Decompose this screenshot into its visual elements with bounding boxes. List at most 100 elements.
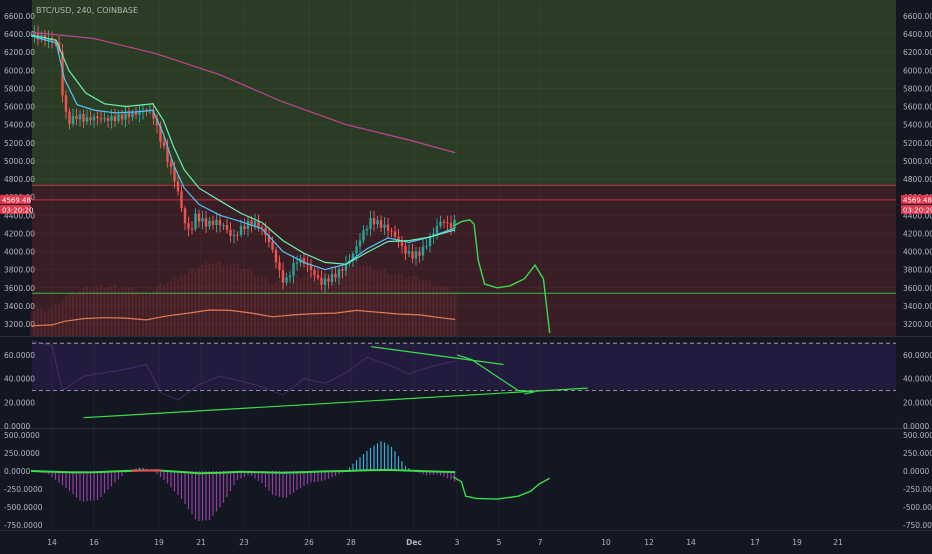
candle-body xyxy=(131,113,133,118)
candle-body xyxy=(205,218,207,226)
candle-body xyxy=(103,118,105,119)
y-tick-label-left: 4800.00 xyxy=(4,175,35,184)
candle-body xyxy=(243,226,245,229)
volume-bar xyxy=(177,279,179,336)
candle-body xyxy=(236,235,238,236)
volume-bar xyxy=(307,274,309,336)
candle-body xyxy=(240,226,242,235)
candle-body xyxy=(313,270,315,275)
y-tick-label-right: 5600.00 xyxy=(903,103,932,112)
volume-bar xyxy=(433,285,435,336)
macd-tick-label-right: 0.0000 xyxy=(903,467,929,476)
y-tick-label-left: 3600.00 xyxy=(4,284,35,293)
candle-body xyxy=(278,262,280,270)
x-tick-label: 16 xyxy=(89,538,99,547)
volume-bar xyxy=(156,286,158,336)
candle-body xyxy=(215,220,217,225)
volume-bar xyxy=(79,290,81,336)
candle-body xyxy=(191,229,193,230)
candle-body xyxy=(233,235,235,236)
y-tick-label-left: 4200.00 xyxy=(4,229,35,238)
volume-bar xyxy=(86,286,88,336)
candle-body xyxy=(68,112,70,124)
volume-bar xyxy=(377,270,379,336)
candle-body xyxy=(331,274,333,282)
volume-bar xyxy=(384,270,386,336)
volume-bar xyxy=(345,269,347,336)
candle-body xyxy=(107,118,109,121)
x-tick-label: Dec xyxy=(406,538,422,547)
y-tick-label-right: 4200.00 xyxy=(903,229,932,238)
y-tick-label-right: 6000.00 xyxy=(903,66,932,75)
volume-bar xyxy=(121,288,123,336)
x-tick-label: 7 xyxy=(538,538,543,547)
candle-body xyxy=(187,223,189,229)
y-tick-label-left: 5800.00 xyxy=(4,84,35,93)
candle-body xyxy=(194,214,196,229)
candle-body xyxy=(177,181,179,191)
y-tick-label-right: 3600.00 xyxy=(903,284,932,293)
rsi-tick-label-left: 40.0000 xyxy=(4,375,35,384)
x-tick-label: 28 xyxy=(346,538,356,547)
volume-bar xyxy=(408,277,410,336)
candle-body xyxy=(212,221,214,225)
candle-body xyxy=(320,278,322,285)
volume-bar xyxy=(153,289,155,336)
x-tick-label: 14 xyxy=(47,538,57,547)
volume-bar xyxy=(247,270,249,336)
volume-bar xyxy=(426,280,428,336)
candle-body xyxy=(453,220,455,229)
volume-bar xyxy=(405,277,407,336)
candle-body xyxy=(82,114,84,122)
volume-bar xyxy=(44,311,46,336)
macd-tick-label-left: 0.0000 xyxy=(4,467,30,476)
volume-bar xyxy=(258,276,260,336)
volume-bar xyxy=(415,275,417,336)
candle-body xyxy=(229,230,231,236)
volume-bar xyxy=(436,286,438,336)
candle-body xyxy=(79,114,81,119)
volume-bar xyxy=(303,276,305,336)
y-tick-label-left: 3400.00 xyxy=(4,302,35,311)
volume-bar xyxy=(163,285,165,336)
candle-body xyxy=(117,114,119,121)
volume-bar xyxy=(170,279,172,336)
price-badge-value-left: 4569.48 xyxy=(2,196,31,204)
volume-bar xyxy=(212,263,214,336)
volume-bar xyxy=(107,287,109,336)
volume-bar xyxy=(237,264,239,336)
volume-bar xyxy=(51,308,53,336)
y-tick-label-right: 5400.00 xyxy=(903,121,932,130)
volume-bar xyxy=(58,304,60,336)
volume-bar xyxy=(279,280,281,336)
volume-bar xyxy=(282,283,284,336)
volume-bar xyxy=(286,281,288,336)
rsi-tick-label-left: 20.0000 xyxy=(4,398,35,407)
volume-bar xyxy=(268,283,270,336)
volume-bar xyxy=(226,264,228,336)
candle-body xyxy=(446,222,448,223)
candle-body xyxy=(411,251,413,258)
candle-body xyxy=(72,116,74,124)
volume-bar xyxy=(359,266,361,336)
candle-body xyxy=(324,278,326,284)
volume-bar xyxy=(135,292,137,336)
candle-body xyxy=(359,241,361,247)
volume-bar xyxy=(128,287,130,336)
volume-bar xyxy=(65,296,67,336)
y-tick-label-right: 4000.00 xyxy=(903,248,932,257)
macd-tick-label-right: -250.0000 xyxy=(903,485,932,494)
volume-bar xyxy=(205,262,207,336)
volume-bar xyxy=(356,262,358,337)
volume-bar xyxy=(181,276,183,336)
y-tick-label-right: 3200.00 xyxy=(903,320,932,329)
candle-body xyxy=(226,225,228,230)
green-zone xyxy=(32,0,896,185)
volume-bar xyxy=(244,269,246,336)
y-tick-label-right: 4800.00 xyxy=(903,175,932,184)
volume-bar xyxy=(310,272,312,336)
volume-bar xyxy=(391,274,393,336)
macd-tick-label-left: -250.0000 xyxy=(4,485,43,494)
